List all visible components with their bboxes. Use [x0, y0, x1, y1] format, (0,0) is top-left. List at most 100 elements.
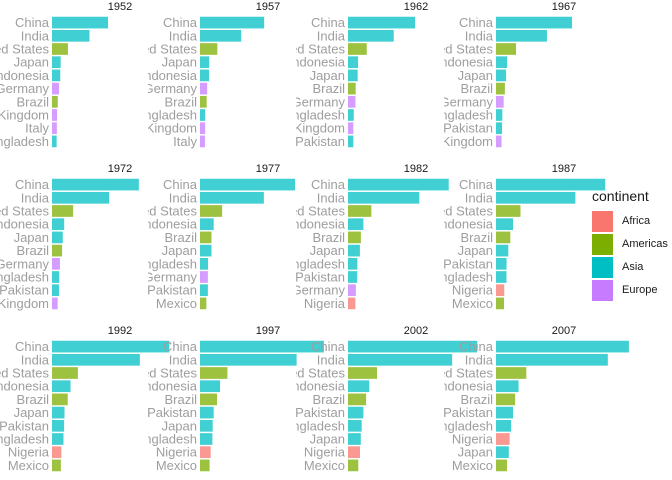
tick-label: Pakistan [0, 418, 49, 433]
bar-brazil [200, 231, 212, 244]
tick-label: United Kingdom [0, 108, 49, 123]
bar-bangladesh [200, 109, 206, 121]
tick-label: Pakistan [443, 121, 493, 136]
tick-label: Japan [162, 418, 197, 433]
bar-indonesia [496, 218, 514, 231]
bar-pakistan [52, 419, 65, 432]
tick-label: Germany [144, 270, 198, 285]
bar-germany [52, 257, 60, 270]
tick-label: United States [0, 366, 49, 381]
tick-label: Germany [0, 256, 49, 271]
bar-china [348, 178, 449, 191]
tick-label: Brazil [16, 243, 49, 258]
bar-bangladesh [348, 109, 354, 121]
tick-label: Italy [25, 121, 49, 136]
tick-label: Pakistan [0, 283, 49, 298]
tick-label: India [21, 28, 50, 43]
tick-label: United States [267, 204, 346, 219]
tick-label: Germany [292, 94, 346, 109]
bar-indonesia [348, 380, 370, 393]
bar-mexico [496, 459, 507, 472]
bar-nigeria [200, 446, 211, 459]
bar-mexico [200, 459, 210, 472]
bar-china [200, 340, 324, 353]
bar-brazil [496, 393, 516, 406]
bar-china [496, 340, 629, 353]
legend-item-africa: Africa [592, 210, 672, 233]
bar-japan [200, 419, 213, 432]
tick-label: United States [119, 42, 198, 57]
bar-indonesia [52, 380, 71, 393]
bar-united-states [496, 205, 521, 217]
bar-bangladesh [496, 271, 507, 283]
panel-title: 2007 [552, 325, 576, 337]
tick-label: China [311, 15, 346, 30]
tick-label: United States [119, 204, 198, 219]
tick-label: India [21, 352, 50, 367]
bar-pakistan [348, 135, 354, 148]
bar-italy [52, 122, 57, 135]
tick-label: Brazil [460, 81, 493, 96]
panel-title: 1962 [404, 1, 428, 13]
bar-indonesia [200, 380, 221, 393]
bar-indonesia [348, 56, 359, 69]
tick-label: China [459, 177, 494, 192]
legend-label-asia: Asia [622, 261, 644, 273]
legend-label-europe: Europe [622, 284, 658, 296]
panel-title: 1992 [108, 325, 132, 337]
tick-label: Germany [440, 94, 494, 109]
bar-india [348, 191, 420, 204]
bar-bangladesh [200, 433, 213, 445]
tick-label: China [311, 177, 346, 192]
legend-swatch-africa [592, 211, 613, 232]
bar-india [348, 353, 453, 366]
tick-label: India [465, 352, 494, 367]
tick-label: Japan [310, 68, 345, 83]
tick-label: Bangladesh [276, 418, 345, 433]
bar-united-kingdom [496, 135, 502, 148]
bar-brazil [496, 231, 511, 244]
tick-label: Bangladesh [128, 256, 197, 271]
panel-title: 1972 [108, 163, 132, 175]
bar-indonesia [348, 218, 364, 231]
tick-label: Pakistan [295, 270, 345, 285]
bar-india [200, 353, 297, 366]
bar-pakistan [200, 284, 208, 297]
tick-label: China [311, 339, 346, 354]
tick-label: United States [0, 204, 49, 219]
bar-mexico [200, 297, 207, 310]
bar-germany [52, 82, 59, 95]
tick-label: Indonesia [0, 217, 50, 232]
tick-label: Bangladesh [424, 270, 493, 285]
bar-china [200, 178, 295, 191]
tick-label: Japan [14, 230, 49, 245]
bar-bangladesh [52, 271, 60, 283]
tick-label: Pakistan [443, 256, 493, 271]
tick-label: Brazil [16, 94, 49, 109]
tick-label: Brazil [312, 392, 345, 407]
tick-label: Bangladesh [0, 270, 49, 285]
bar-brazil [348, 393, 367, 406]
tick-label: United States [267, 366, 346, 381]
bar-germany [200, 82, 208, 95]
bar-nigeria [496, 284, 505, 297]
tick-label: Pakistan [295, 134, 345, 149]
bar-bangladesh [200, 257, 209, 270]
bar-indonesia [52, 218, 65, 231]
bar-united-kingdom [52, 109, 58, 121]
bar-united-kingdom [52, 297, 58, 310]
tick-label: India [169, 28, 198, 43]
bar-india [496, 353, 608, 366]
tick-label: Indonesia [437, 379, 494, 394]
bar-china [52, 178, 139, 191]
tick-label: China [15, 177, 50, 192]
